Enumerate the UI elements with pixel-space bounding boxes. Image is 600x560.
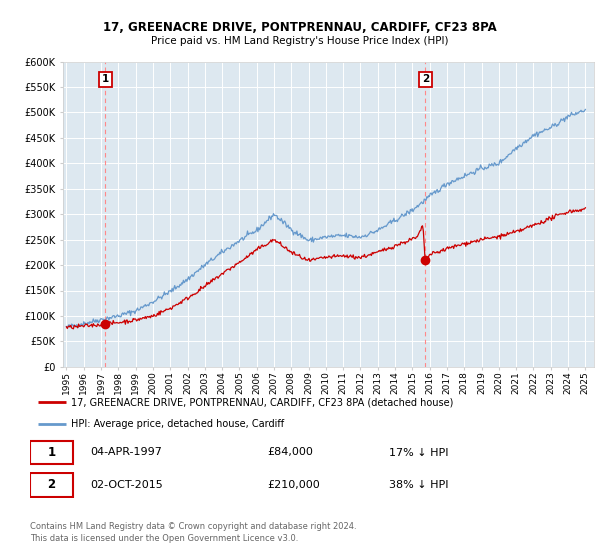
Text: 1: 1 [102,74,109,85]
FancyBboxPatch shape [30,441,73,464]
Text: HPI: Average price, detached house, Cardiff: HPI: Average price, detached house, Card… [71,419,284,429]
Text: 04-APR-1997: 04-APR-1997 [91,447,163,458]
Text: Contains HM Land Registry data © Crown copyright and database right 2024.
This d: Contains HM Land Registry data © Crown c… [30,522,356,543]
Text: 2: 2 [422,74,429,85]
Text: £84,000: £84,000 [268,447,313,458]
Text: 17, GREENACRE DRIVE, PONTPRENNAU, CARDIFF, CF23 8PA: 17, GREENACRE DRIVE, PONTPRENNAU, CARDIF… [103,21,497,34]
Text: 2: 2 [47,478,56,492]
Text: 1: 1 [47,446,56,459]
Text: 17, GREENACRE DRIVE, PONTPRENNAU, CARDIFF, CF23 8PA (detached house): 17, GREENACRE DRIVE, PONTPRENNAU, CARDIF… [71,397,454,407]
Text: 17% ↓ HPI: 17% ↓ HPI [389,447,448,458]
Text: Price paid vs. HM Land Registry's House Price Index (HPI): Price paid vs. HM Land Registry's House … [151,36,449,46]
Text: 02-OCT-2015: 02-OCT-2015 [91,480,163,490]
Text: 38% ↓ HPI: 38% ↓ HPI [389,480,448,490]
Text: £210,000: £210,000 [268,480,320,490]
FancyBboxPatch shape [30,473,73,497]
